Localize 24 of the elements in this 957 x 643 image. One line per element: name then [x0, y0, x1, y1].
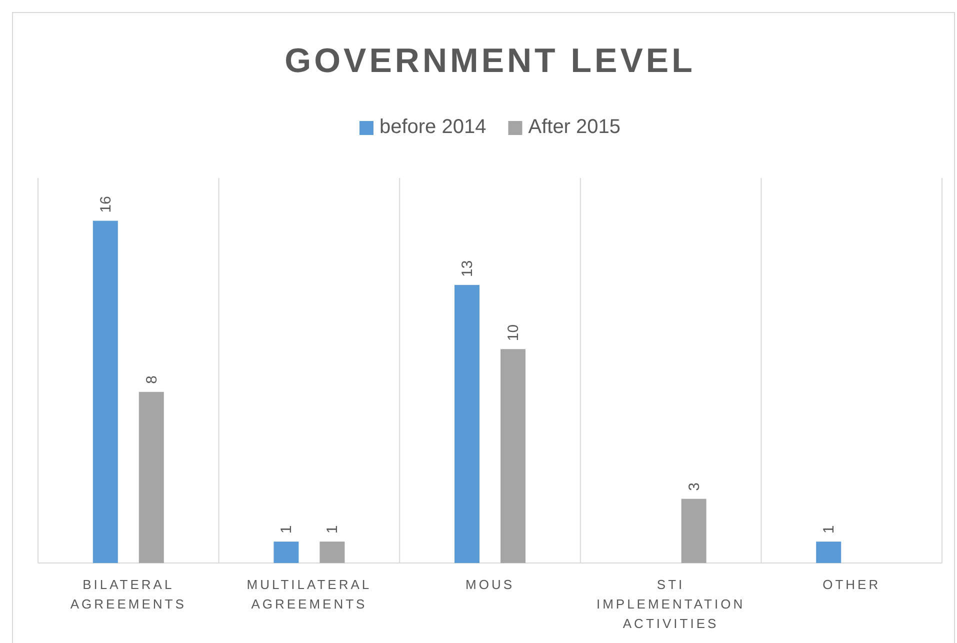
- bar: [500, 349, 526, 563]
- x-tick-label: STI IMPLEMENTATION ACTIVITIES: [596, 577, 746, 631]
- legend-label: After 2015: [528, 116, 621, 138]
- bar: [138, 392, 164, 563]
- x-tick-label: MULTILATERAL AGREEMENTS: [246, 577, 372, 612]
- x-tick-label: OTHER: [822, 577, 881, 592]
- bar: [454, 284, 480, 563]
- x-tick-label: MOUS: [466, 577, 514, 592]
- legend-label: before 2014: [379, 116, 486, 138]
- data-label: 10: [505, 324, 522, 342]
- bar: [681, 498, 706, 563]
- data-label: 16: [97, 196, 114, 213]
- data-label: 8: [143, 376, 160, 384]
- data-label: 1: [278, 525, 296, 534]
- data-label: 1: [324, 525, 342, 534]
- data-label: 3: [686, 482, 703, 491]
- bar: [816, 542, 842, 563]
- x-tick-label: BILATERAL AGREEMENTS: [70, 577, 186, 612]
- data-label: 1: [820, 525, 838, 534]
- bar: [274, 542, 299, 563]
- chart-title: GOVERNMENT LEVEL: [284, 42, 696, 80]
- data-label: 13: [459, 260, 476, 277]
- bar: [320, 542, 345, 563]
- bar: [92, 220, 118, 563]
